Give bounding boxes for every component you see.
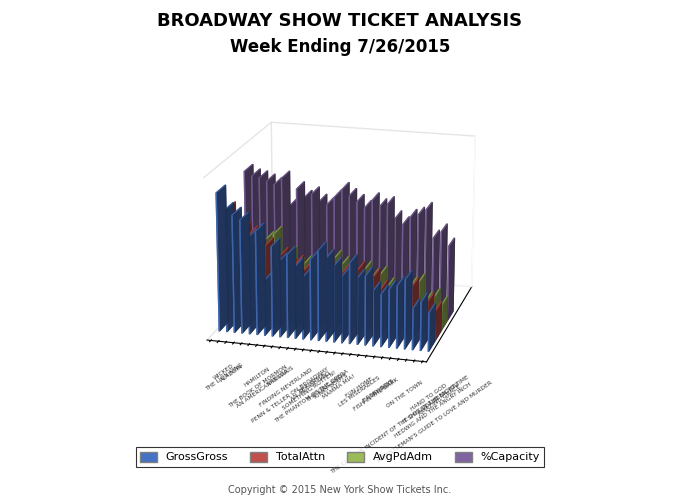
Legend: GrossGross, TotalAttn, AvgPdAdm, %Capacity: GrossGross, TotalAttn, AvgPdAdm, %Capaci… — [135, 448, 545, 467]
Text: Copyright © 2015 New York Show Tickets Inc.: Copyright © 2015 New York Show Tickets I… — [228, 485, 452, 495]
Text: BROADWAY SHOW TICKET ANALYSIS: BROADWAY SHOW TICKET ANALYSIS — [158, 12, 522, 30]
Text: Week Ending 7/26/2015: Week Ending 7/26/2015 — [230, 38, 450, 56]
